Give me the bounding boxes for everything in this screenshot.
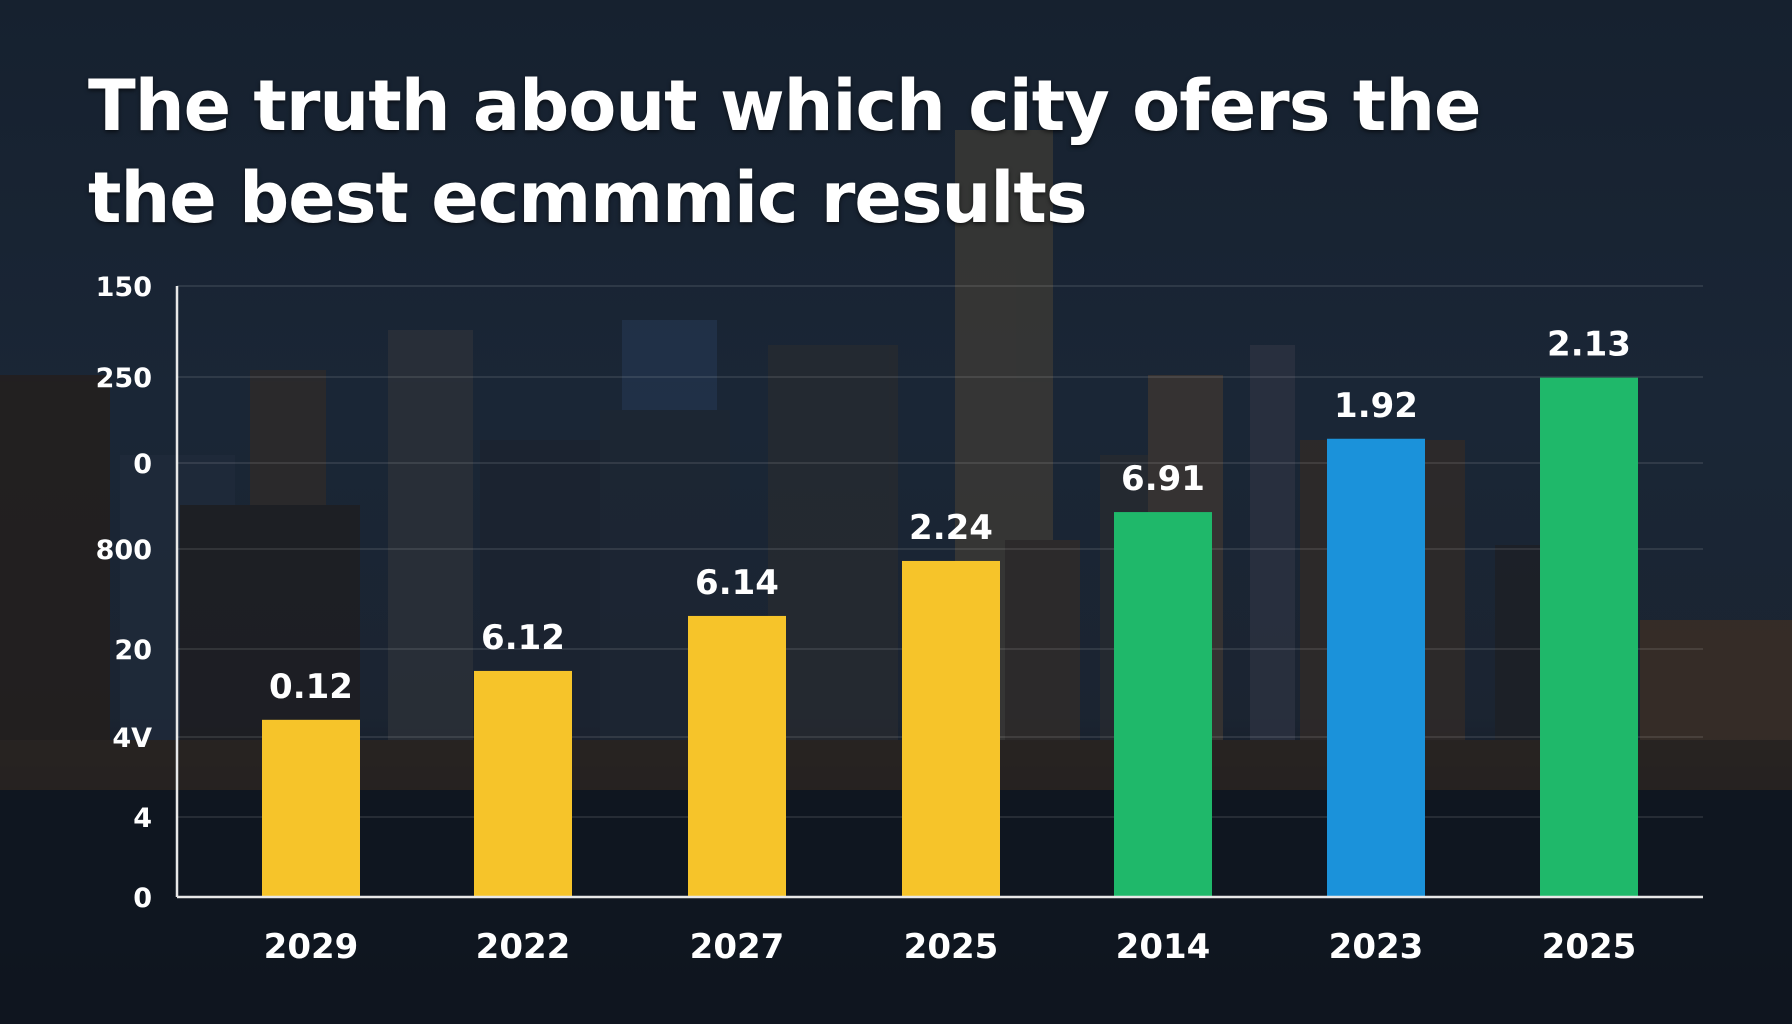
bar-2029 [262, 719, 360, 897]
y-tick-label: 20 [114, 635, 152, 666]
value-label: 6.14 [695, 563, 779, 603]
x-tick-label: 2025 [904, 927, 999, 967]
bar-2014 [1114, 512, 1212, 897]
x-tick-label: 2027 [690, 927, 785, 967]
x-tick-label: 2022 [476, 927, 571, 967]
y-tick-label: 0 [133, 449, 152, 480]
bar-2025 [902, 560, 1000, 897]
title-line-2: the best ecmmmic results [88, 157, 1087, 239]
x-tick-label: 2025 [1542, 927, 1637, 967]
y-tick-label: 150 [96, 272, 152, 303]
bar-2025 [1540, 377, 1638, 897]
x-tick-label: 2029 [264, 927, 359, 967]
bar-2023 [1327, 438, 1425, 897]
value-label: 0.12 [269, 667, 353, 707]
x-tick-label: 2023 [1329, 927, 1424, 967]
title-line-1: The truth about which city ofers the [88, 65, 1482, 147]
y-tick-label: 250 [96, 363, 152, 394]
y-tick-label: 4V [112, 723, 152, 754]
y-tick-label: 800 [96, 535, 152, 566]
bar-2022 [474, 670, 572, 897]
value-label: 2.24 [909, 508, 993, 548]
bar-2027 [688, 615, 786, 897]
y-tick-label: 0 [133, 883, 152, 914]
value-label: 1.92 [1334, 386, 1418, 426]
x-tick-label: 2014 [1116, 927, 1211, 967]
value-label: 2.13 [1547, 325, 1631, 365]
chart-title: The truth about which city ofers the the… [88, 60, 1482, 244]
value-label: 6.91 [1121, 459, 1205, 499]
y-tick-label: 4 [133, 803, 152, 834]
value-label: 6.12 [481, 618, 565, 658]
